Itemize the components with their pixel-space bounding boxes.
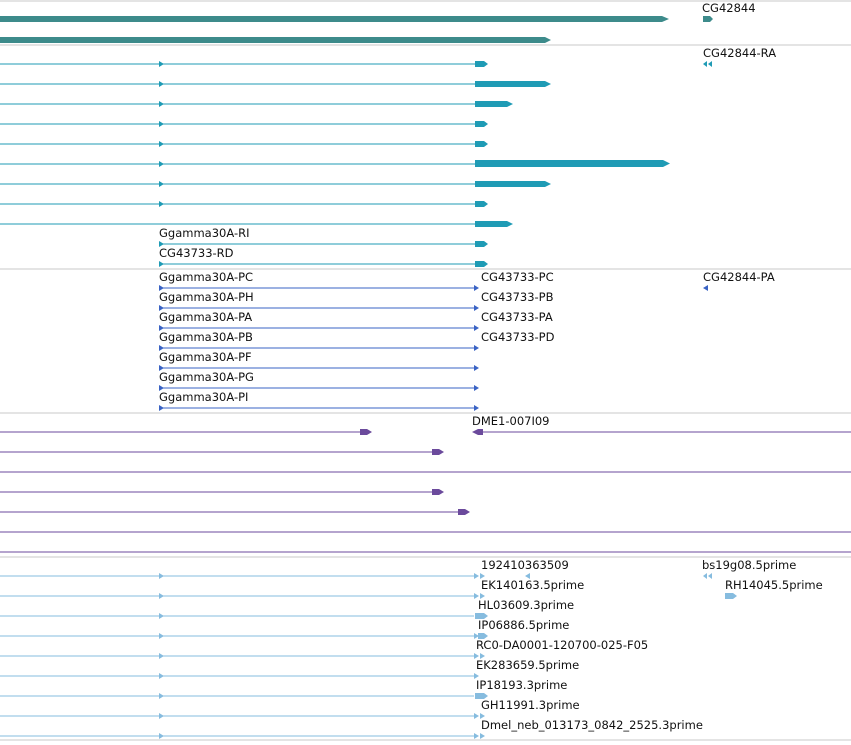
transcript-feature[interactable] [0,141,488,147]
est-label: EK140163.5prime [481,578,584,592]
protein-label: Ggamma30A-PC [159,270,253,284]
est-label: RH14045.5prime [725,578,823,592]
gene-feature[interactable] [0,37,551,43]
est-feature[interactable] [725,593,737,599]
est-feature[interactable] [0,633,488,639]
protein-label: Ggamma30A-PA [159,310,252,324]
protein-feature[interactable] [159,405,479,411]
est-label: bs19g08.5prime [702,558,796,572]
protein-label: CG42844-PA [703,270,775,284]
protein-label: Ggamma30A-PB [159,330,253,344]
protein-feature[interactable] [159,365,479,371]
est-label: GH11991.3prime [481,698,580,712]
transcript-ra-track: CG42844-RA Ggamma30A-RI CG43733-RD [0,46,851,270]
transcript-feature[interactable] [0,61,488,67]
est-feature[interactable] [0,713,485,719]
est-feature[interactable] [0,733,485,739]
transcript-feature[interactable] [0,181,551,187]
est-feature[interactable] [0,653,485,659]
transcript-label: CG42844-RA [703,46,776,60]
est-label: EK283659.5prime [476,658,579,672]
transcript-label: Ggamma30A-RI [159,226,250,240]
protein-label: Ggamma30A-PG [159,370,254,384]
transcript-feature[interactable] [703,61,712,67]
est-feature[interactable] [0,573,485,579]
cdna-feature[interactable] [472,429,851,435]
cdna-track: DME1-007I09 [0,414,851,558]
cdna-feature[interactable] [0,509,470,515]
gene-track: CG42844 [0,0,851,46]
cdna-feature[interactable] [0,429,372,435]
transcript-feature[interactable] [0,201,488,207]
protein-label: CG43733-PB [481,290,554,304]
transcript-feature[interactable] [159,241,488,247]
transcript-feature[interactable] [0,81,551,87]
est-label: Dmel_neb_013173_0842_2525.3prime [481,718,703,732]
transcript-pa-track: Ggamma30A-PC Ggamma30A-PH Ggamma30A-PA G… [0,270,851,414]
protein-feature[interactable] [159,385,479,391]
est-feature[interactable] [0,673,479,679]
transcript-feature[interactable] [0,221,513,227]
gene-feature[interactable] [703,16,713,22]
est-label: IP06886.5prime [478,618,569,632]
protein-feature[interactable] [159,345,479,351]
protein-feature[interactable] [703,285,708,291]
est-label: 192410363509 [481,558,569,572]
protein-feature[interactable] [159,285,479,291]
cdna-label: DME1-007I09 [472,414,550,428]
est-feature[interactable] [525,573,530,579]
protein-label: CG43733-PC [481,270,554,284]
gene-label: CG42844 [702,1,756,15]
protein-label: Ggamma30A-PI [159,390,248,404]
transcript-label: CG43733-RD [159,246,234,260]
est-feature[interactable] [703,573,712,579]
est-track: 192410363509 EK140163.5prime HL03609.3pr… [0,558,851,741]
est-feature[interactable] [0,593,485,599]
est-feature[interactable] [0,693,488,699]
transcript-feature[interactable] [0,121,488,127]
est-label: HL03609.3prime [478,598,574,612]
transcript-feature[interactable] [159,261,488,267]
protein-label: Ggamma30A-PH [159,290,254,304]
transcript-feature[interactable] [0,160,670,167]
transcript-feature[interactable] [0,101,513,107]
protein-label: CG43733-PD [481,330,555,344]
protein-feature[interactable] [159,305,479,311]
cdna-feature[interactable] [0,489,444,495]
protein-label: CG43733-PA [481,310,553,324]
est-label: IP18193.3prime [476,678,567,692]
protein-label: Ggamma30A-PF [159,350,252,364]
protein-feature[interactable] [159,325,479,331]
gene-feature[interactable] [0,16,669,22]
est-label: RC0-DA0001-120700-025-F05 [476,638,648,652]
cdna-feature[interactable] [0,449,444,455]
est-feature[interactable] [0,613,488,619]
